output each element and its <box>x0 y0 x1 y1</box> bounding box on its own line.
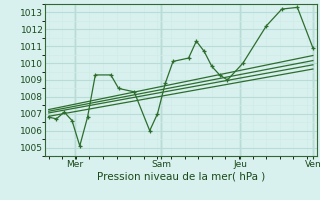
X-axis label: Pression niveau de la mer( hPa ): Pression niveau de la mer( hPa ) <box>97 172 265 182</box>
